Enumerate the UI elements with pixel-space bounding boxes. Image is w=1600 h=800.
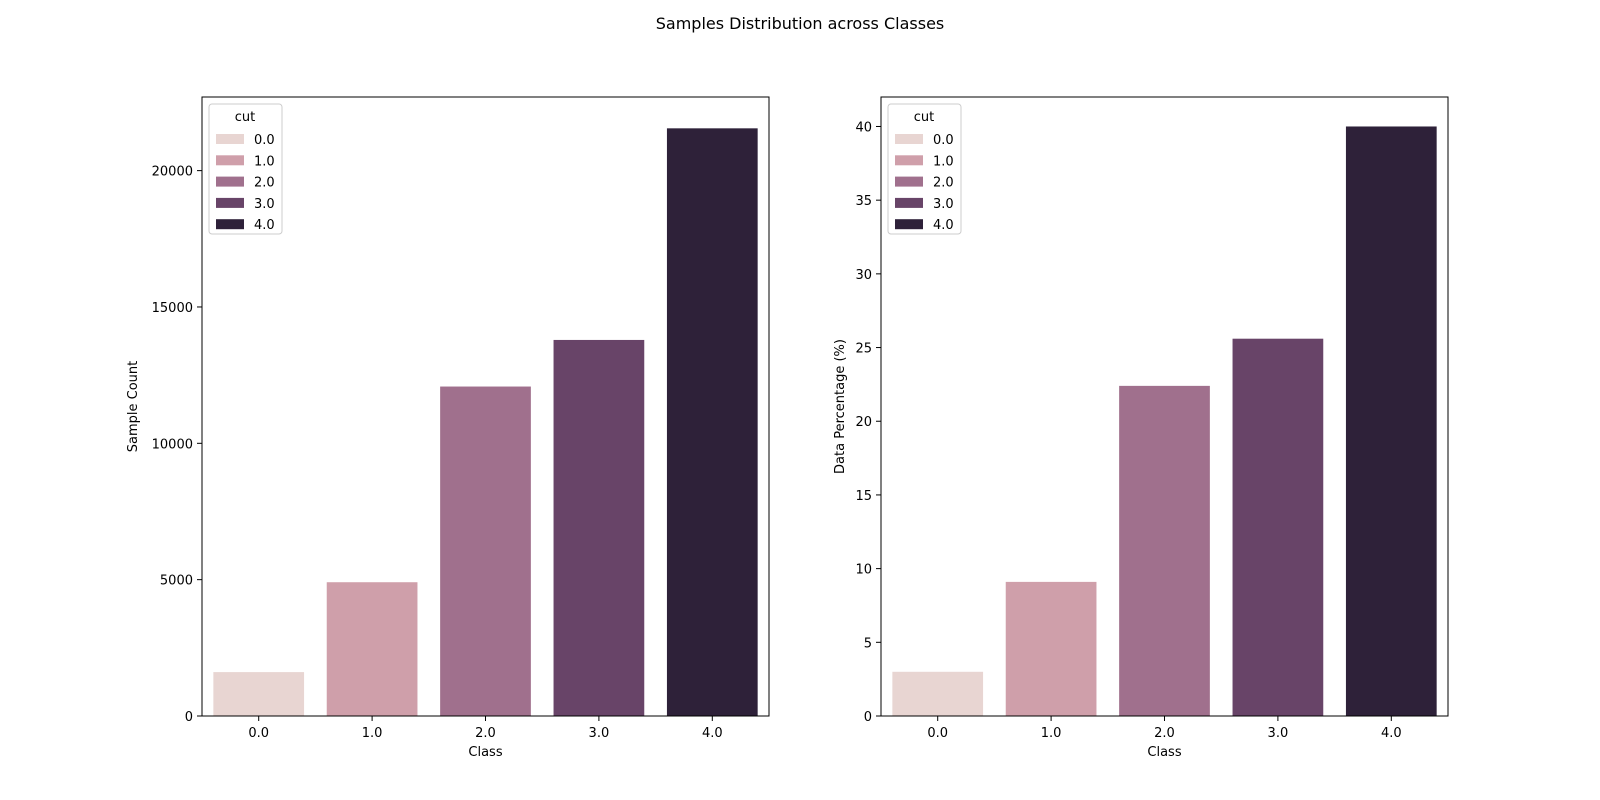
y-axis-label: Data Percentage (%) (833, 339, 848, 474)
bar-4.0 (1345, 126, 1437, 717)
legend-entry-label: 2.0 (933, 176, 954, 191)
x-tick-label: 1.0 (362, 726, 383, 741)
y-tick-label: 30 (855, 268, 872, 283)
x-tick-label: 2.0 (475, 726, 496, 741)
y-tick-label: 0 (864, 710, 872, 725)
x-tick-label: 0.0 (248, 726, 269, 741)
x-tick-label: 3.0 (1268, 726, 1289, 741)
legend-entry-label: 1.0 (933, 154, 954, 169)
bar-0.0 (213, 672, 305, 716)
legend-swatch (895, 134, 923, 144)
legend-swatch (895, 155, 923, 166)
x-tick-label: 2.0 (1154, 726, 1175, 741)
bar-0.0 (892, 671, 984, 716)
legend-entry-label: 1.0 (254, 154, 275, 169)
legend-swatch (216, 197, 244, 208)
legend-title: cut (914, 110, 934, 125)
x-tick-label: 1.0 (1041, 726, 1062, 741)
chart-panel-sample-count: 0.0 1.0 2.0 3.0 4.0 0 5000 10000 15000 20000 Class… (126, 96, 770, 760)
x-axis-label: Class (468, 745, 502, 760)
legend-entry-label: 3.0 (933, 197, 954, 212)
bar-1.0 (326, 582, 418, 716)
bar-2.0 (1119, 385, 1210, 716)
legend-swatch (895, 176, 923, 187)
bar-3.0 (553, 339, 645, 716)
legend-title: cut (235, 110, 255, 125)
y-tick-label: 10 (855, 563, 872, 578)
legend-swatch (895, 219, 923, 230)
legend-swatch (216, 219, 244, 230)
y-tick-label: 20000 (152, 165, 193, 180)
y-tick-label: 5 (864, 636, 872, 651)
bar-1.0 (1005, 581, 1097, 716)
y-tick-label: 35 (855, 194, 872, 209)
legend: cut 0.0 1.0 2.0 3.0 4.0 (208, 103, 283, 235)
legend-entry-label: 4.0 (254, 218, 275, 233)
bar-2.0 (440, 386, 531, 716)
legend-swatch (216, 155, 244, 166)
y-axis-label: Sample Count (126, 361, 141, 452)
y-tick-label: 15000 (152, 301, 193, 316)
legend-entry-label: 0.0 (933, 133, 954, 148)
x-tick-label: 0.0 (927, 726, 948, 741)
legend-swatch (216, 176, 244, 187)
x-axis-label: Class (1147, 745, 1181, 760)
y-tick-label: 5000 (160, 574, 193, 589)
bar-3.0 (1232, 338, 1324, 716)
legend: cut 0.0 1.0 2.0 3.0 4.0 (887, 103, 962, 235)
x-tick-label: 4.0 (702, 726, 723, 741)
x-tick-label: 4.0 (1381, 726, 1402, 741)
legend-entry-label: 0.0 (254, 133, 275, 148)
legend-swatch (216, 134, 244, 144)
y-tick-label: 15 (855, 489, 872, 504)
legend-swatch (895, 197, 923, 208)
y-tick-label: 10000 (152, 437, 193, 452)
y-tick-label: 20 (855, 415, 872, 430)
figure-suptitle: Samples Distribution across Classes (656, 14, 945, 33)
y-tick-label: 25 (855, 342, 872, 357)
y-tick-label: 0 (185, 710, 193, 725)
chart-panel-data-percentage: 0.0 1.0 2.0 3.0 4.0 0 5 10 15 20 25 30 35 40 Class Data… (833, 96, 1449, 760)
legend-entry-label: 2.0 (254, 176, 275, 191)
legend-entry-label: 4.0 (933, 218, 954, 233)
x-tick-label: 3.0 (589, 726, 610, 741)
y-tick-label: 40 (855, 120, 872, 135)
bar-4.0 (666, 128, 758, 716)
legend-entry-label: 3.0 (254, 197, 275, 212)
